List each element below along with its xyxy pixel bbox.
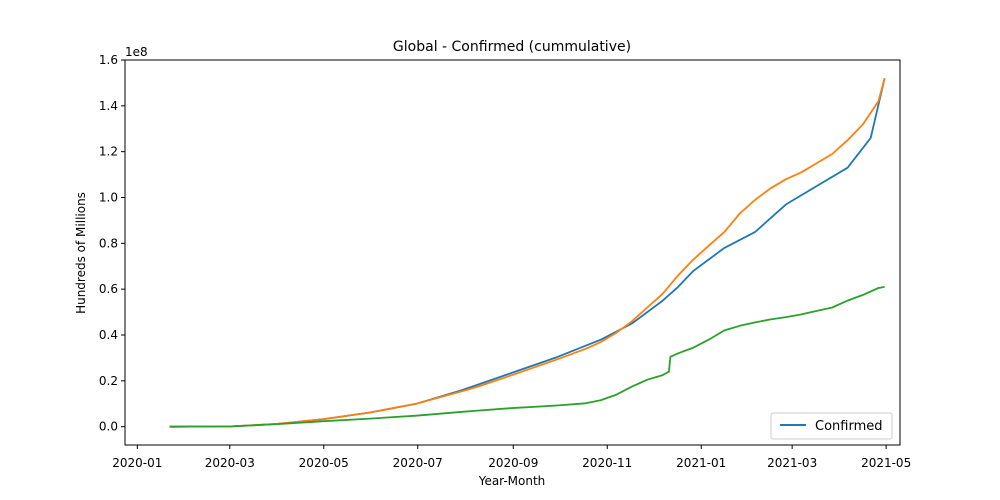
legend-label-confirmed: Confirmed: [815, 419, 883, 434]
x-tick-label: 2021-03: [767, 456, 817, 470]
x-tick-label: 2021-05: [861, 456, 911, 470]
x-tick-label: 2020-07: [393, 456, 443, 470]
x-tick-label: 2020-01: [112, 456, 162, 470]
y-tick-label: 1.4: [99, 99, 118, 113]
y-tick-label: 0.8: [99, 236, 118, 250]
chart-title: Global - Confirmed (cummulative): [393, 39, 631, 55]
x-tick-label: 2020-03: [205, 456, 255, 470]
y-tick-label: 0.6: [99, 282, 118, 296]
y-axis-scale-label: 1e8: [125, 45, 148, 59]
x-tick-label: 2021-01: [676, 456, 726, 470]
y-tick-label: 1.2: [99, 145, 118, 159]
x-tick-label: 2020-05: [299, 456, 349, 470]
y-tick-label: 1.0: [99, 191, 118, 205]
legend: Confirmed: [771, 413, 892, 439]
y-axis-label: Hundreds of Millions: [74, 192, 88, 314]
x-tick-label: 2020-09: [488, 456, 538, 470]
y-tick-label: 0.4: [99, 328, 118, 342]
y-tick-label: 0.0: [99, 420, 118, 434]
x-axis-label: Year-Month: [478, 474, 546, 488]
x-tick-label: 2020-11: [582, 456, 632, 470]
y-tick-label: 0.2: [99, 374, 118, 388]
y-tick-label: 1.6: [99, 53, 118, 67]
